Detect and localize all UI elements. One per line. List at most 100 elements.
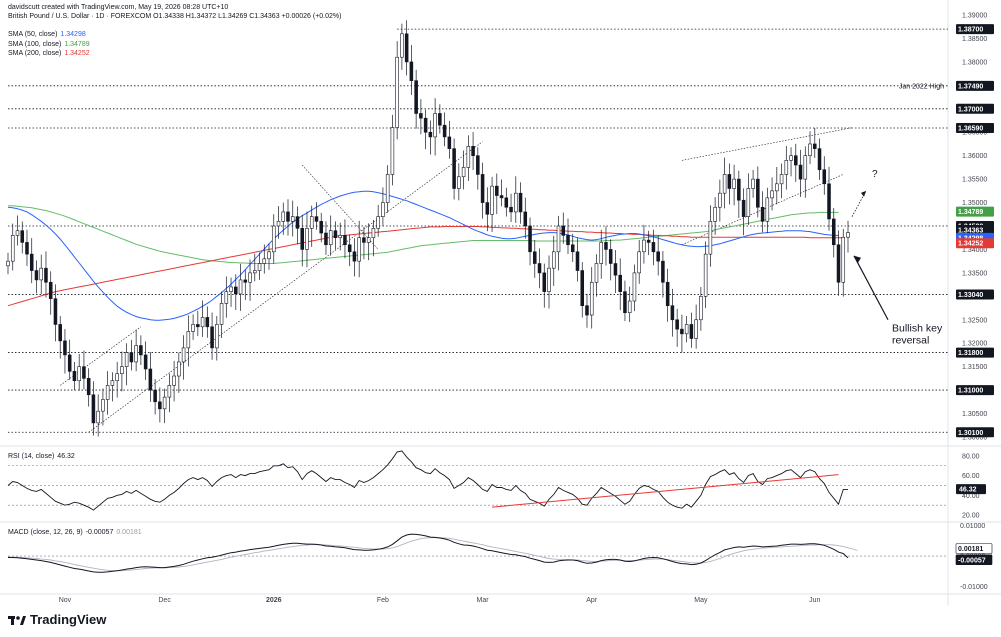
candle-body — [58, 324, 62, 342]
rsi-tick-label: 20.00 — [962, 513, 980, 520]
level-badge — [956, 385, 994, 396]
candle-body — [105, 385, 110, 400]
rsi-legend-label: RSI (14, close) — [8, 453, 55, 460]
candle-body — [442, 124, 447, 138]
candle-body — [476, 155, 480, 175]
candle-body — [172, 375, 176, 386]
candle-body — [433, 113, 437, 138]
candle-body — [271, 225, 276, 253]
rsi-tick-label: 80.00 — [962, 453, 980, 460]
time-tick-label: Feb — [377, 597, 389, 604]
legend-sma100-value: 1.34789 — [64, 40, 90, 48]
candle-body — [25, 242, 29, 255]
price-tick-label: 1.32500 — [962, 317, 987, 324]
candle-body — [124, 352, 129, 367]
candle-body — [585, 305, 589, 316]
legend-sma200-label: SMA (200, close) — [8, 50, 62, 57]
candle-body — [803, 155, 808, 180]
candle-body — [158, 401, 162, 410]
candle-body — [39, 267, 43, 281]
candle-body — [48, 281, 53, 299]
candle-body — [309, 216, 314, 229]
candle-body — [267, 251, 271, 260]
candle-body — [15, 230, 20, 236]
candle-body — [632, 272, 637, 302]
candle-body — [34, 270, 39, 281]
candle-body — [72, 371, 77, 382]
creator-line: davidscutt created with TradingView.com,… — [8, 4, 229, 11]
candle-body — [746, 188, 751, 217]
time-axis: Nov Dec 2026 Feb Mar Apr May Jun — [59, 597, 821, 604]
candle-body — [784, 160, 789, 175]
candle-body — [627, 300, 632, 314]
candle-body — [523, 211, 528, 227]
candle-body — [419, 113, 423, 119]
candle-body — [257, 263, 262, 271]
candle-body — [642, 239, 646, 253]
price-tick-label: 1.31500 — [962, 364, 987, 371]
candle-body — [528, 225, 532, 253]
candle-body — [461, 167, 466, 178]
candle-body — [794, 155, 798, 166]
candle-body — [713, 206, 717, 222]
candle-body — [608, 249, 613, 264]
macd-legend[interactable]: MACD (close, 12, 26, 9) -0.00057 0.00181 — [8, 528, 142, 538]
candle-body — [362, 237, 366, 243]
legend-sma100[interactable]: SMA (100, close) 1.34789 — [8, 40, 90, 50]
candle-body — [533, 251, 537, 264]
grid-layer — [0, 0, 1001, 606]
candle-body — [238, 279, 243, 295]
current-value-badge — [956, 225, 994, 236]
candle-body — [680, 328, 684, 335]
candle-body — [186, 331, 191, 349]
rsi-legend[interactable]: RSI (14, close) 46.32 — [8, 452, 75, 462]
legend-sma50-value: 1.34298 — [60, 31, 86, 38]
level-badge — [956, 427, 994, 438]
candle-body — [831, 218, 836, 246]
projection-arrowhead — [861, 190, 866, 197]
rsi-tick-label: 40.00 — [962, 493, 980, 500]
candle-body — [756, 178, 760, 208]
candle-body — [651, 242, 656, 253]
sma50-line — [7, 190, 839, 321]
candle-body — [63, 340, 67, 356]
candle-body — [167, 385, 172, 398]
legend-sma50[interactable]: SMA (50, close) 1.34298 — [8, 30, 90, 40]
candle-body — [295, 216, 300, 229]
horizontal-levels: Jan 2022 High — [8, 28, 948, 433]
candle-body — [253, 270, 257, 274]
time-tick-label: Dec — [158, 597, 171, 604]
candle-body — [675, 319, 679, 330]
candle-body — [813, 143, 817, 149]
price-tick-label: 1.36000 — [962, 153, 987, 160]
candle-body — [561, 225, 566, 236]
candle-body — [181, 347, 186, 363]
candle-body — [6, 260, 10, 267]
candle-body — [91, 394, 96, 424]
candle-body — [319, 221, 323, 234]
trendline — [88, 141, 483, 433]
level-badge-label: 1.38700 — [958, 27, 983, 34]
symbol-line: British Pound / U.S. Dollar · 1D · FOREX… — [8, 13, 342, 20]
candle-body — [518, 192, 523, 213]
macd-legend-signal-value: 0.00181 — [116, 529, 142, 536]
candle-body — [414, 80, 418, 114]
candle-body — [215, 324, 219, 349]
candle-body — [547, 267, 551, 292]
tradingview-brand[interactable]: TradingView — [8, 612, 106, 627]
candle-body — [328, 230, 333, 246]
level-badge — [956, 80, 994, 91]
level-badge — [956, 347, 994, 358]
candle-body — [580, 270, 585, 306]
candle-body — [765, 197, 770, 222]
candle-body — [115, 373, 119, 382]
legend-sma200[interactable]: SMA (200, close) 1.34252 — [8, 49, 90, 59]
candle-body — [836, 244, 841, 283]
macd-current-label: -0.00057 — [958, 557, 986, 564]
candle-body — [770, 190, 774, 199]
candle-body — [751, 178, 755, 189]
chart-header: davidscutt created with TradingView.com,… — [8, 4, 341, 20]
price-tick-label: 1.30000 — [962, 434, 987, 441]
